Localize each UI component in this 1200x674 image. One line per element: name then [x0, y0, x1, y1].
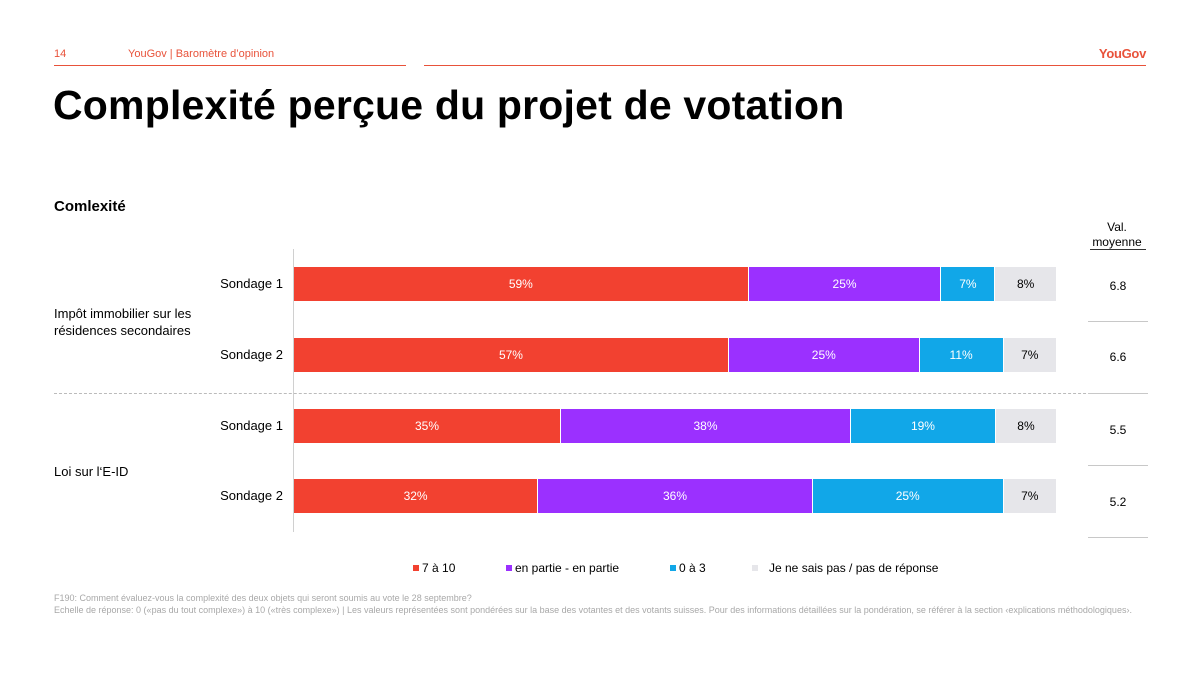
average-divider [1088, 537, 1148, 538]
slide-title: Complexité perçue du projet de votation [53, 82, 845, 128]
bar-segment-en-partie-en-partie: 25% [748, 267, 942, 301]
group-label: Loi sur l‘E-ID [54, 464, 129, 479]
yougov-logo: YouGov [1098, 46, 1146, 61]
bar-segment-en-partie-en-partie: 36% [538, 479, 813, 513]
footnote-scale: Echelle de réponse: 0 («pas du tout comp… [54, 605, 1132, 615]
group-separator [54, 393, 1146, 394]
chart-axis-line [293, 249, 294, 532]
footnote-question: F190: Comment évaluez-vous la complexité… [54, 593, 472, 603]
data-label: 59% [508, 277, 533, 291]
average-value: 6.6 [1109, 350, 1127, 364]
stacked-bar: 35% 38% 19% 8% [294, 409, 1057, 443]
legend-item: 7 à 10 [413, 561, 455, 575]
legend-label: en partie - en partie [515, 561, 620, 575]
bar-segment-je-ne-sais-pas-pas-de-reponse: 8% [995, 409, 1057, 443]
data-label: 8% [1017, 419, 1035, 433]
legend-swatch [413, 565, 419, 571]
average-value: 5.2 [1109, 495, 1127, 509]
data-label: 11% [949, 348, 973, 362]
data-label: 38% [693, 419, 718, 433]
bar-segment-0-a-3: 7% [941, 267, 996, 301]
legend-label: 7 à 10 [422, 561, 456, 575]
legend-swatch [670, 565, 676, 571]
average-header-underline [1090, 249, 1146, 250]
data-label: 25% [811, 348, 836, 362]
bar-segment-0-a-3: 25% [812, 479, 1004, 513]
bar-segment-7-a-10: 59% [294, 267, 749, 301]
data-label: 8% [1016, 277, 1035, 291]
stacked-bar: 59% 25% 7% 8% [294, 267, 1057, 301]
average-divider [1088, 321, 1148, 322]
legend-label: Je ne sais pas / pas de réponse [769, 561, 939, 575]
bar-segment-0-a-3: 19% [850, 409, 996, 443]
bar-segment-7-a-10: 57% [294, 338, 729, 372]
data-label: 35% [415, 419, 440, 433]
header-divider-right [424, 65, 1146, 66]
legend-swatch [506, 565, 512, 571]
legend-swatch [752, 565, 758, 571]
bar-segment-7-a-10: 35% [294, 409, 562, 443]
group-label: Impôt immobilier sur les résidences seco… [54, 306, 192, 338]
average-value: 5.5 [1109, 423, 1127, 437]
data-label: 25% [895, 489, 920, 503]
row-label: Sondage 1 [220, 276, 283, 291]
average-value: 6.8 [1109, 279, 1127, 293]
data-label: 32% [403, 489, 428, 503]
chart-legend: 7 à 10 en partie - en partie 0 à 3 Je ne sa… [0, 561, 1200, 577]
page-number: 14 [54, 48, 67, 60]
average-divider [1088, 393, 1148, 394]
bar-segment-7-a-10: 32% [294, 479, 539, 513]
legend-item: en partie - en partie [506, 561, 619, 575]
data-label: 57% [498, 348, 523, 362]
legend-label: 0 à 3 [679, 561, 706, 575]
stacked-bar: 32% 36% 25% 7% [294, 479, 1057, 513]
average-column-header: Val. moyenne [1092, 220, 1142, 249]
data-label: 7% [1021, 489, 1039, 503]
header-divider-left [54, 65, 406, 66]
footnote: F190: Comment évaluez-vous la complexité… [54, 592, 1149, 616]
row-label: Sondage 1 [220, 418, 283, 433]
average-divider [1088, 465, 1148, 466]
legend-item: Je ne sais pas / pas de réponse [752, 561, 938, 575]
row-label: Sondage 2 [220, 488, 283, 503]
data-label: 7% [1021, 348, 1039, 362]
bar-segment-en-partie-en-partie: 25% [728, 338, 920, 372]
stacked-bar: 57% 25% 11% 7% [294, 338, 1057, 372]
row-label: Sondage 2 [220, 347, 283, 362]
data-label: 7% [959, 277, 977, 291]
data-label: 25% [832, 277, 857, 291]
bar-segment-je-ne-sais-pas-pas-de-reponse: 7% [1003, 479, 1057, 513]
bar-segment-je-ne-sais-pas-pas-de-reponse: 8% [995, 267, 1057, 301]
header-source: YouGov | Baromètre d’opinion [128, 48, 275, 60]
bar-segment-je-ne-sais-pas-pas-de-reponse: 7% [1003, 338, 1057, 372]
legend-item: 0 à 3 [670, 561, 706, 575]
bar-segment-en-partie-en-partie: 38% [561, 409, 851, 443]
chart-subtitle: Comlexité [54, 198, 126, 215]
bar-segment-0-a-3: 11% [919, 338, 1004, 372]
data-label: 36% [662, 489, 687, 503]
data-label: 19% [910, 419, 935, 433]
